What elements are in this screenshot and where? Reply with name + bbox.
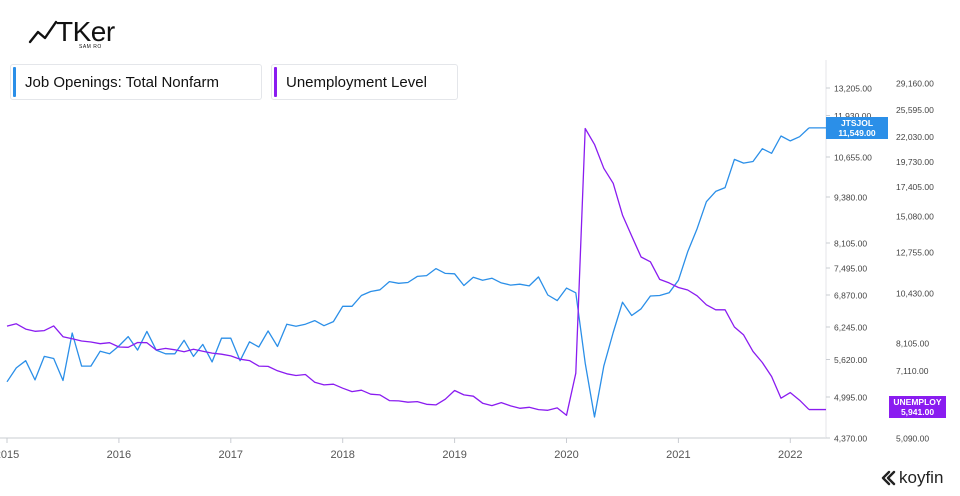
left-axis-tick-label: 13,205.00 — [834, 84, 872, 94]
series-line-job-openings — [6, 127, 810, 418]
legend-swatch-blue — [13, 67, 16, 97]
left-axis-tick-label: 8,105.00 — [834, 239, 867, 249]
x-tick-label: 2017 — [219, 449, 243, 461]
brand-byline: SAM RO — [79, 44, 102, 50]
legend-item-job-openings[interactable]: Job Openings: Total Nonfarm — [10, 64, 262, 100]
right-axis-tick-label: 10,430.00 — [896, 289, 934, 299]
x-tick-label: 2019 — [442, 449, 466, 461]
left-axis-tick-label: 9,380.00 — [834, 193, 867, 203]
badge-series-value: 11,549.00 — [838, 128, 876, 138]
koyfin-chevron-icon — [881, 470, 896, 486]
x-tick-label: 2016 — [107, 449, 131, 461]
jtsjol-value-badge — [826, 117, 888, 139]
right-axis-tick-label: 12,755.00 — [896, 248, 934, 258]
right-axis-tick-label: 8,105.00 — [896, 339, 929, 349]
left-axis-tick-label: 5,620.00 — [834, 355, 867, 365]
brand-logo: TKer — [56, 16, 115, 47]
legend-label: Unemployment Level — [286, 73, 427, 91]
left-axis-tick-label: 4,995.00 — [834, 393, 867, 403]
badge-series-label: UNEMPLOY — [893, 397, 942, 407]
right-axis-tick-label: 7,110.00 — [896, 366, 929, 376]
legend-item-unemployment[interactable]: Unemployment Level — [271, 64, 458, 100]
x-tick-label: 2021 — [666, 449, 690, 461]
unemploy-value-badge — [889, 396, 946, 418]
left-axis-tick-label: 6,245.00 — [834, 323, 867, 333]
right-axis-tick-label: 15,080.00 — [896, 212, 934, 222]
right-axis-tick-label: 29,160.00 — [896, 79, 934, 89]
right-axis-tick-label: 22,030.00 — [896, 132, 934, 142]
left-axis-tick-label: 10,655.00 — [834, 153, 872, 163]
left-axis-tick-label: 6,870.00 — [834, 291, 867, 301]
left-axis-tick-label: 7,495.00 — [834, 264, 867, 274]
x-tick-label: 2022 — [778, 449, 802, 461]
x-tick-label: 2018 — [330, 449, 354, 461]
right-axis-tick-label: 25,595.00 — [896, 105, 934, 115]
right-axis-tick-label: 19,730.00 — [896, 157, 934, 167]
series-line-unemployment — [6, 127, 810, 416]
x-tick-label: 2020 — [554, 449, 578, 461]
right-axis-tick-label: 17,405.00 — [896, 182, 934, 192]
badge-series-value: 5,941.00 — [901, 407, 934, 417]
x-tick-label: 2015 — [0, 449, 19, 461]
left-axis-tick-label: 4,370.00 — [834, 434, 867, 444]
koyfin-logo: koyfin — [880, 468, 943, 488]
legend-label: Job Openings: Total Nonfarm — [25, 73, 219, 91]
badge-series-label: JTSJOL — [841, 118, 873, 128]
trend-line-icon — [28, 20, 58, 44]
left-axis-tick-label: 11,930.00 — [834, 111, 871, 121]
legend-swatch-purple — [274, 67, 277, 97]
right-axis-tick-label: 5,090.00 — [896, 434, 929, 444]
